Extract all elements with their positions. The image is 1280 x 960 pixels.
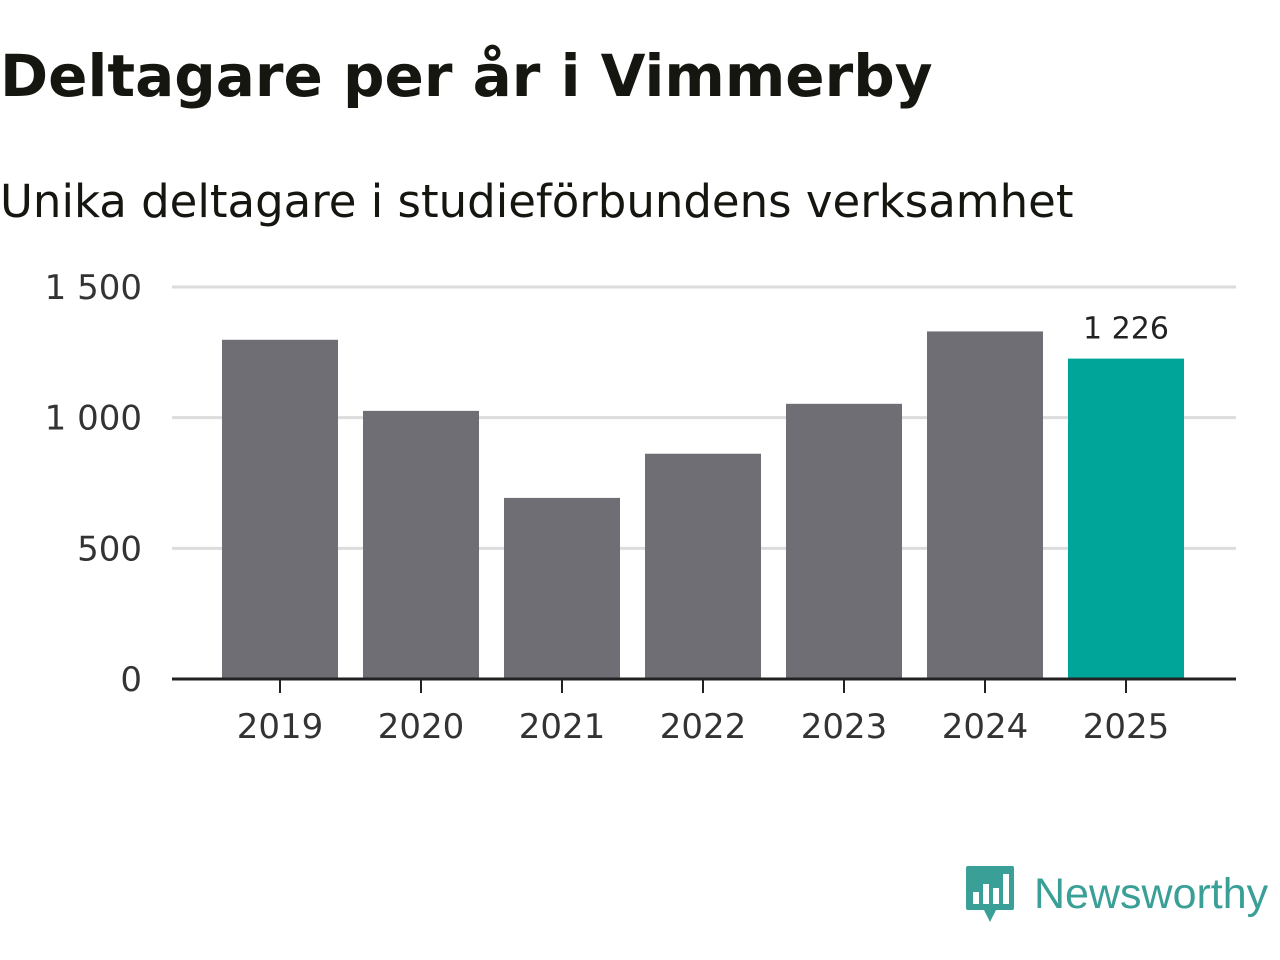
bar-2025: [1068, 358, 1184, 679]
bar-2021: [504, 497, 620, 679]
x-tick-label: 2019: [237, 707, 324, 747]
x-tick-label: 2023: [801, 707, 888, 747]
bar-2019: [222, 339, 338, 679]
newsworthy-chart-icon: [966, 866, 1014, 922]
x-tick-label: 2025: [1083, 707, 1170, 747]
x-tick-label: 2020: [378, 707, 465, 747]
x-tick-label: 2024: [942, 707, 1029, 747]
x-tick-label: 2021: [519, 707, 606, 747]
y-tick-label: 0: [120, 660, 142, 700]
brand-logo: Newsworthy: [964, 864, 1268, 924]
y-tick-label: 1 000: [45, 399, 142, 439]
brand-name: Newsworthy: [1034, 870, 1269, 918]
chart-title: Deltagare per år i Vimmerby: [0, 42, 933, 110]
bar-2024: [927, 331, 1043, 679]
y-tick-label: 500: [77, 529, 142, 569]
y-tick-label: 1 500: [45, 268, 142, 308]
x-tick-label: 2022: [660, 707, 747, 747]
bar-2023: [786, 403, 902, 679]
bar-2022: [645, 453, 761, 679]
bar-2020: [363, 410, 479, 679]
chart-subtitle: Unika deltagare i studieförbundens verks…: [0, 175, 1074, 228]
data-label: 1 226: [1083, 312, 1169, 347]
